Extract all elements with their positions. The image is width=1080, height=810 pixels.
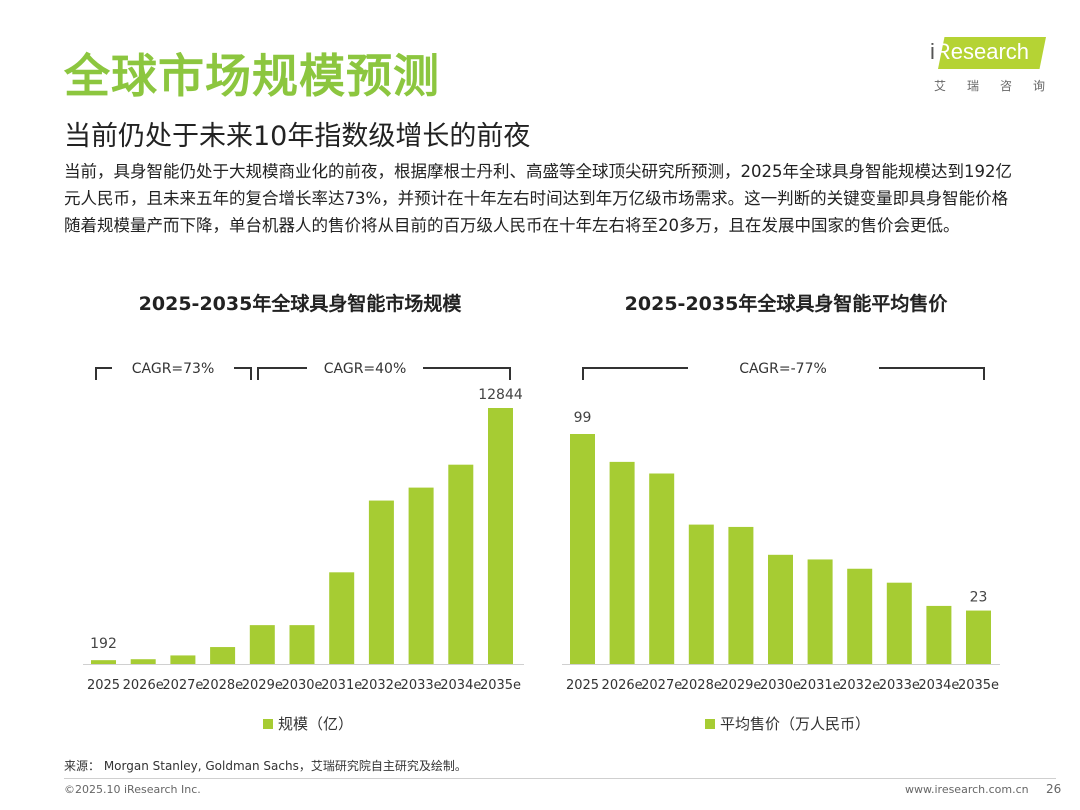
x-tick-label: 2030e (281, 678, 322, 693)
bar (728, 526, 754, 664)
bar (768, 554, 793, 664)
x-tick-label: 2029e (242, 678, 283, 693)
summary-paragraph: 当前，具身智能仍处于大规模商业化的前夜，根据摩根士丹利、高盛等全球顶尖研究所预测… (64, 162, 1012, 235)
bar (130, 659, 156, 664)
footer-divider (64, 778, 1056, 779)
legend-label: 规模（亿） (278, 715, 354, 733)
data-label: 99 (574, 410, 592, 426)
bar (488, 408, 513, 664)
bar (807, 559, 833, 664)
chart-title-average-price: 2025-2035年全球具身智能平均售价 (624, 293, 948, 315)
bar (368, 500, 394, 664)
bar (448, 464, 474, 664)
cagr-bracket-right (423, 367, 511, 380)
bar (408, 487, 434, 664)
bar (329, 572, 355, 664)
x-tick-label: 2026e (123, 678, 164, 693)
x-tick-label: 2026e (602, 678, 643, 693)
chart-title-market-size: 2025-2035年全球具身智能市场规模 (138, 293, 462, 315)
x-tick-label: 2029e (720, 678, 761, 693)
iresearch-logo: iResearch 艾瑞咨询 (924, 35, 1050, 97)
cagr-label: CAGR=40% (324, 361, 407, 377)
bar (847, 568, 873, 664)
logo-wordmark: iResearch (930, 39, 1029, 65)
bar (210, 647, 236, 664)
cagr-bracket-right (234, 367, 252, 380)
bar (570, 434, 595, 664)
legend-swatch (263, 719, 273, 729)
logo-chinese: 艾瑞咨询 (934, 79, 1067, 93)
logo-prefix: i (930, 39, 935, 64)
copyright: ©2025.10 iResearch Inc. (64, 783, 201, 796)
page-title: 全球市场规模预测 (64, 49, 440, 103)
logo-badge (938, 37, 1046, 69)
bar (91, 660, 116, 664)
data-label: 23 (970, 590, 988, 606)
source-note: 来源： Morgan Stanley, Goldman Sachs，艾瑞研究院自… (64, 759, 467, 773)
x-tick-label: 2031e (800, 678, 841, 693)
bar (609, 461, 635, 664)
cagr-bracket-left (95, 367, 112, 380)
x-tick-label: 2031e (321, 678, 362, 693)
x-tick-label: 2035e (480, 678, 521, 693)
x-tick-label: 2034e (918, 678, 959, 693)
cagr-bracket-left (582, 367, 688, 380)
data-label: 12844 (478, 387, 523, 403)
page-subtitle: 当前仍处于未来10年指数级增长的前夜 (64, 121, 531, 152)
x-tick-label: 2032e (839, 678, 880, 693)
x-tick-label: 2027e (162, 678, 203, 693)
x-tick-label: 2035e (958, 678, 999, 693)
legend-swatch (705, 719, 715, 729)
legend-label: 平均售价（万人民币） (720, 715, 871, 733)
bar (688, 524, 714, 664)
x-tick-label: 2025 (87, 678, 120, 693)
x-tick-label: 2025 (566, 678, 599, 693)
bar (289, 625, 315, 664)
cagr-bracket-right (879, 367, 985, 380)
website-link[interactable]: www.iresearch.com.cn (905, 783, 1029, 796)
bar (170, 655, 196, 664)
x-tick-label: 2034e (440, 678, 481, 693)
x-tick-label: 2028e (681, 678, 722, 693)
logo-main: Research (934, 39, 1030, 64)
legend-market-size: 规模（亿） (263, 713, 353, 734)
data-label: 192 (90, 636, 117, 652)
x-tick-label: 2032e (361, 678, 402, 693)
cagr-bracket-left (257, 367, 307, 380)
bar (649, 473, 675, 664)
page-number: 26 (1046, 782, 1062, 796)
cagr-label: CAGR=-77% (739, 361, 827, 377)
x-tick-label: 2033e (879, 678, 920, 693)
cagr-label: CAGR=73% (132, 361, 215, 377)
bar (966, 610, 991, 664)
bar (926, 605, 952, 664)
x-tick-label: 2030e (760, 678, 801, 693)
legend-average-price: 平均售价（万人民币） (705, 713, 870, 734)
x-tick-label: 2033e (401, 678, 442, 693)
x-tick-label: 2028e (202, 678, 243, 693)
bar (249, 625, 275, 664)
bar (886, 582, 912, 664)
x-tick-label: 2027e (641, 678, 682, 693)
